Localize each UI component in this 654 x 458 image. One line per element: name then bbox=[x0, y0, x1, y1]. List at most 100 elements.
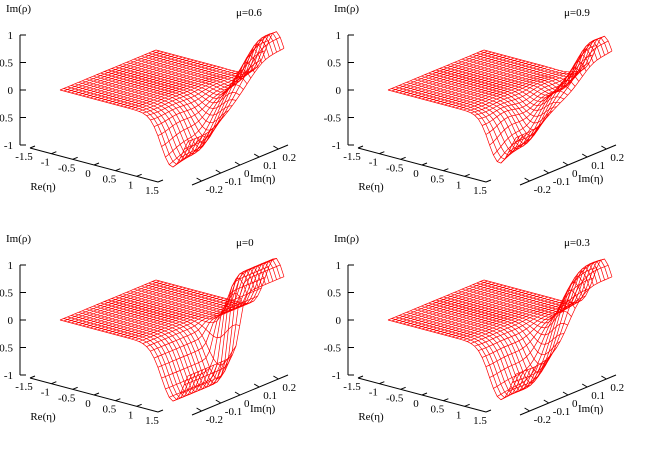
x-axis-label: Re(η) bbox=[30, 181, 56, 193]
plot-title: μ=0 bbox=[236, 237, 254, 249]
x-tick-mark bbox=[115, 168, 121, 172]
plot-title: μ=0.3 bbox=[564, 237, 590, 249]
mesh-line-im bbox=[447, 295, 576, 324]
mesh-line-im bbox=[85, 308, 215, 391]
mesh-line-im bbox=[443, 66, 572, 99]
mesh-line-im bbox=[67, 316, 196, 399]
mesh-line-im bbox=[387, 319, 517, 401]
z-tick-label: 0 bbox=[336, 85, 342, 97]
mesh-line-im bbox=[395, 86, 524, 156]
x-tick-label: -0.5 bbox=[386, 162, 404, 174]
z-tick-label: -0.5 bbox=[0, 113, 13, 125]
mesh-line-im bbox=[458, 60, 587, 92]
x-tick-label: -1 bbox=[369, 157, 378, 169]
mesh-line-im bbox=[144, 262, 274, 309]
mesh-line-im bbox=[74, 83, 204, 157]
y-tick-label: 0 bbox=[572, 398, 578, 410]
x-tick-label: 1.5 bbox=[473, 185, 487, 197]
mesh-line-re bbox=[474, 71, 571, 116]
y-tick-mark bbox=[581, 383, 588, 388]
mesh-line-im bbox=[402, 313, 532, 393]
mesh-line-im bbox=[432, 71, 561, 111]
x-tick-label: -1.5 bbox=[15, 381, 33, 393]
y-axis: -0.2-0.10 0.1 0.2 bbox=[191, 144, 296, 196]
z-tick-label: 1 bbox=[336, 30, 342, 42]
y-axis-label: Im(η) bbox=[250, 403, 276, 415]
z-tick-label: -1 bbox=[332, 140, 341, 152]
mesh-line-im bbox=[122, 63, 252, 93]
mesh-line-im bbox=[450, 289, 580, 320]
x-tick-mark bbox=[421, 162, 428, 166]
y-tick-label: 0.1 bbox=[591, 390, 605, 402]
z-tick-label: 0 bbox=[8, 315, 14, 327]
y-tick-label: 0.1 bbox=[263, 390, 277, 402]
mesh-line-im bbox=[122, 272, 252, 318]
x-tick-label: -0.5 bbox=[58, 162, 76, 174]
mesh-line-im bbox=[421, 75, 550, 131]
mesh-line-im bbox=[141, 39, 270, 82]
y-tick-label: -0.1 bbox=[553, 176, 570, 188]
surface-plot-1: 10.50-0.5-1Im(ρ)μ=0.6-1.5-1-0.500.511.5R… bbox=[0, 3, 296, 197]
plot-title: μ=0.9 bbox=[564, 7, 590, 19]
x-tick-label: -1 bbox=[369, 387, 378, 399]
mesh-line-re bbox=[187, 276, 285, 377]
y-tick-mark bbox=[196, 177, 202, 182]
y-tick-mark bbox=[273, 375, 279, 380]
mesh-line-im bbox=[461, 270, 591, 314]
mesh-line-im bbox=[483, 258, 613, 303]
x-tick-label: -1.5 bbox=[343, 381, 361, 393]
y-tick-label: -0.2 bbox=[206, 414, 223, 426]
mesh-line-im bbox=[100, 302, 229, 384]
mesh-line-im bbox=[432, 301, 561, 356]
mesh-line-im bbox=[126, 61, 255, 91]
x-tick-mark bbox=[72, 156, 78, 160]
mesh-line-im bbox=[443, 296, 572, 329]
z-tick-label: -0.5 bbox=[0, 343, 13, 355]
mesh-line-im bbox=[435, 299, 565, 345]
x-tick-mark bbox=[93, 392, 100, 396]
mesh-line-im bbox=[410, 310, 539, 390]
y-tick-label: 0.2 bbox=[610, 152, 624, 164]
surface-plot-4: 10.50-0.5-1Im(ρ) μ=0.3-1.5 -1 -0.5 0 0.5 1 1.5R… bbox=[324, 233, 625, 427]
mesh-line-im bbox=[424, 74, 554, 124]
y-tick-label: -0.1 bbox=[225, 176, 242, 188]
mesh-line-im bbox=[155, 31, 285, 73]
x-tick-mark bbox=[93, 162, 100, 166]
x-tick-mark bbox=[379, 151, 385, 155]
mesh-line-im bbox=[130, 54, 259, 89]
mesh-line-im bbox=[439, 298, 568, 336]
mesh-line-re bbox=[184, 36, 281, 150]
plot-title: μ=0.6 bbox=[236, 7, 262, 19]
x-tick-label: 0 bbox=[413, 398, 419, 410]
mesh-line-im bbox=[450, 63, 580, 94]
x-tick-mark bbox=[464, 173, 470, 177]
mesh-line-re bbox=[172, 266, 270, 402]
mesh-line-im bbox=[104, 301, 233, 380]
x-tick-label: 1.5 bbox=[145, 415, 159, 427]
x-tick-mark bbox=[115, 398, 121, 402]
y-tick-mark bbox=[524, 177, 530, 182]
y-tick-mark bbox=[543, 169, 550, 174]
x-tick-mark bbox=[485, 409, 492, 413]
y-tick-mark bbox=[524, 407, 530, 412]
mesh-line-im bbox=[391, 88, 520, 160]
x-tick-label: 0.5 bbox=[102, 404, 116, 416]
y-axis: -0.2-0.10 0.1 0.2 bbox=[191, 374, 296, 426]
mesh-line-im bbox=[133, 48, 263, 87]
mesh-line-im bbox=[107, 299, 237, 366]
x-axis: -1.5 -1 -0.5 0 0.5 1 1.5 bbox=[343, 145, 492, 197]
mesh-line-im bbox=[78, 311, 207, 394]
mesh-line-im bbox=[402, 83, 532, 150]
surface-plot-3: 10.50-0.5-1Im(ρ)μ=0-1.5-1-0.500.511.5Re(… bbox=[0, 233, 296, 427]
x-tick-mark bbox=[421, 392, 428, 396]
mesh-line-im bbox=[483, 35, 613, 73]
z-tick-label: -1 bbox=[4, 140, 13, 152]
mesh-line-im bbox=[78, 81, 207, 155]
z-tick-label: -1 bbox=[332, 370, 341, 382]
mesh-line-im bbox=[89, 77, 218, 144]
y-tick-mark bbox=[234, 391, 241, 396]
z-axis: 1 0.5 0 -0.5 -1 bbox=[0, 30, 26, 152]
mesh-line-im bbox=[399, 85, 528, 153]
x-axis-label: Re(η) bbox=[30, 411, 56, 423]
surface-mesh bbox=[387, 35, 613, 164]
